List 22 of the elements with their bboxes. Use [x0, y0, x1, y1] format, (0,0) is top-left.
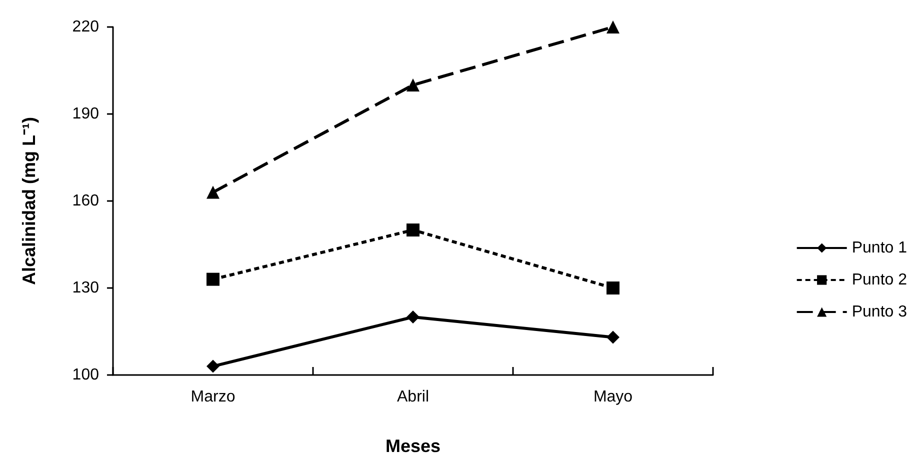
x-tick-label: Marzo — [190, 388, 236, 406]
point — [606, 330, 620, 344]
legend-label: Punto 1 — [852, 240, 908, 256]
x-tick-label: Mayo — [593, 388, 633, 406]
y-tick-label: 160 — [72, 192, 100, 210]
y-axis-title: Alcalinidad (mg L⁻¹) — [19, 116, 39, 285]
point — [606, 282, 620, 294]
point — [206, 186, 220, 199]
legend-label: Punto 3 — [852, 304, 908, 320]
point — [206, 360, 220, 373]
x-axis-title: Meses — [385, 436, 441, 456]
y-tick-label: 100 — [72, 366, 100, 384]
point — [406, 310, 420, 324]
y-tick-label: 130 — [72, 280, 100, 296]
y-tick-label: 220 — [72, 18, 100, 36]
y-tick-label: 190 — [72, 106, 100, 122]
point — [406, 78, 420, 92]
point — [606, 20, 620, 34]
x-tick-label: Abril — [396, 388, 430, 406]
legend-label: Punto 2 — [852, 272, 908, 288]
point — [406, 224, 420, 236]
point — [206, 272, 220, 286]
